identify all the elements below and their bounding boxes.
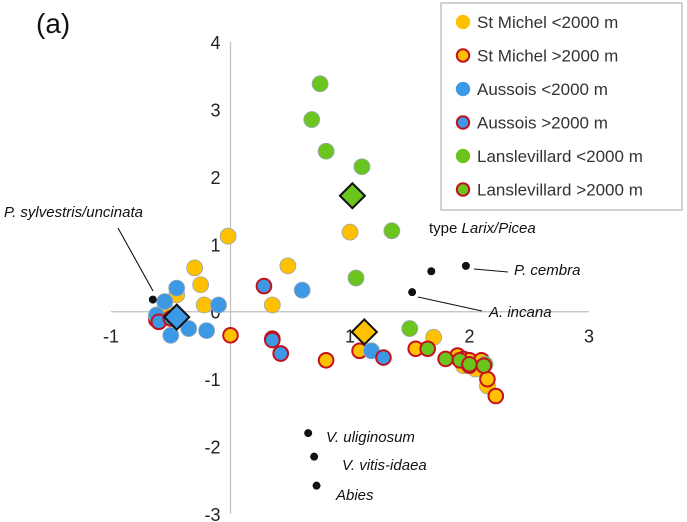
species-label: P. cembra <box>514 262 580 279</box>
legend-label: St Michel >2000 m <box>477 47 618 66</box>
panel-label: (a) <box>36 8 70 39</box>
data-point <box>263 296 281 314</box>
data-point <box>162 326 180 344</box>
legend-label: Lanslevillard >2000 m <box>477 181 643 200</box>
legend-label: Aussois <2000 m <box>477 80 608 99</box>
species-label: P. sylvestris/uncinata <box>4 204 143 221</box>
data-point <box>303 111 321 128</box>
data-point <box>156 293 174 311</box>
data-point <box>353 158 371 176</box>
data-point <box>168 279 186 297</box>
legend-label: Lanslevillard <2000 m <box>477 147 643 166</box>
legend-marker <box>455 182 471 197</box>
species-annotations: P. sylvestris/uncinata type Larix/Picea P.… <box>4 204 580 504</box>
data-point <box>383 222 401 240</box>
y-tick-label: -2 <box>204 438 220 458</box>
legend-marker <box>455 14 471 30</box>
data-point <box>219 227 237 245</box>
data-point <box>341 223 359 241</box>
annotation-leader-line <box>473 268 509 273</box>
legend-marker <box>455 148 471 164</box>
species-label: V. vitis-idaea <box>342 457 427 474</box>
centroid-diamond <box>338 181 367 210</box>
species-label: type Larix/Picea <box>429 220 536 237</box>
data-point <box>210 296 227 314</box>
x-tick-label: 3 <box>584 327 594 347</box>
y-tick-label: -1 <box>204 370 220 390</box>
data-point <box>419 340 436 358</box>
species-label: A. incana <box>488 304 552 321</box>
data-point <box>475 357 493 374</box>
species-label: Abies <box>335 487 374 504</box>
data-point <box>461 356 478 373</box>
species-marker-dot <box>148 295 157 304</box>
centroid-diamond <box>350 318 379 346</box>
data-point <box>186 259 204 277</box>
data-point <box>401 320 419 337</box>
data-point <box>311 75 329 93</box>
species-marker-dot <box>312 481 321 490</box>
axes <box>111 42 589 514</box>
y-tick-label: 2 <box>210 168 220 188</box>
y-tick-label: 4 <box>210 33 220 53</box>
y-tick-label: 1 <box>210 235 220 255</box>
data-point <box>264 331 281 349</box>
data-point <box>347 269 365 287</box>
data-point <box>487 387 505 405</box>
x-tick-label: -1 <box>103 327 119 347</box>
data-point <box>222 327 239 344</box>
data-point <box>192 276 210 294</box>
data-point <box>272 345 289 362</box>
centroid-diamond <box>162 303 191 332</box>
legend: St Michel <2000 m St Michel >2000 m Aussoi… <box>440 2 683 211</box>
data-point <box>437 350 454 368</box>
data-point <box>317 351 335 369</box>
data-point <box>279 257 297 275</box>
legend-label: Aussois >2000 m <box>477 114 608 133</box>
data-point <box>195 296 213 314</box>
legend-box <box>440 2 683 211</box>
centroid-markers <box>162 181 379 346</box>
species-marker-dot <box>461 261 470 270</box>
data-point <box>293 281 311 299</box>
annotation-leader-line <box>117 227 154 292</box>
species-marker-dot <box>310 452 319 461</box>
species-marker-dot <box>304 429 313 438</box>
data-point <box>180 320 198 337</box>
x-tick-label: 1 <box>345 327 355 347</box>
data-point <box>317 142 335 160</box>
data-point <box>479 370 496 388</box>
species-marker-dot <box>427 267 436 276</box>
legend-marker <box>455 81 471 97</box>
annotation-leader-line <box>417 296 483 312</box>
legend-label: St Michel <2000 m <box>477 13 618 32</box>
legend-marker <box>455 48 471 63</box>
species-marker-dot <box>408 288 417 297</box>
species-label: V. uliginosum <box>326 429 415 446</box>
data-point <box>255 277 273 295</box>
data-point <box>198 322 216 339</box>
x-tick-label: 2 <box>464 327 474 347</box>
y-tick-label: -3 <box>204 505 220 522</box>
legend-marker <box>455 115 471 130</box>
y-tick-label: 3 <box>210 100 220 120</box>
data-point <box>375 349 392 366</box>
